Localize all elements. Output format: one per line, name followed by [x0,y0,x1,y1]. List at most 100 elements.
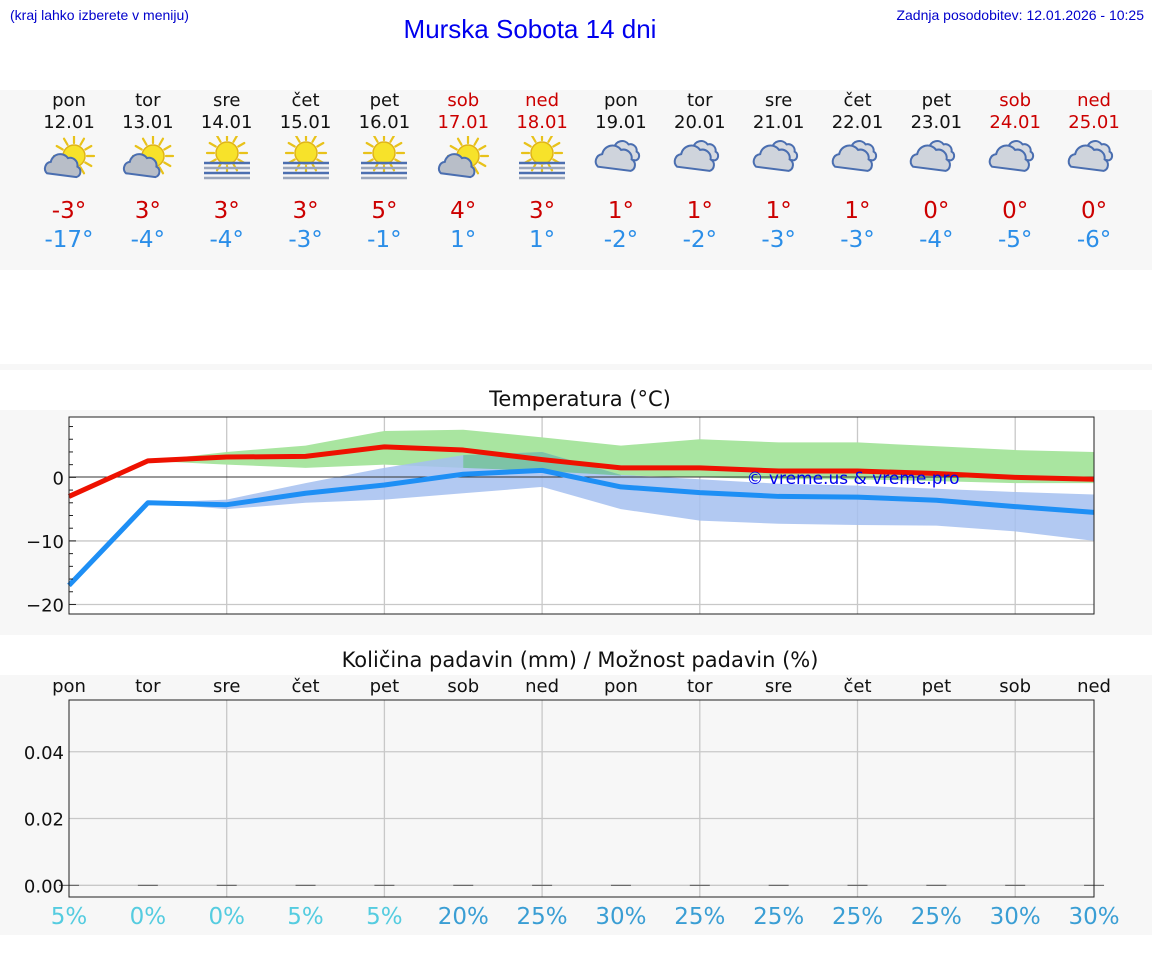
sun-fog-icon [361,136,408,180]
day-min-temp: -6° [1076,227,1112,253]
day-min-temp: -3° [288,227,323,253]
day-date: 14.01 [200,112,253,133]
precipitation-bar [216,884,237,886]
precipitation-chance: 25% [910,904,962,930]
divider [0,364,1152,370]
temperature-chart-title: Temperatura (°C) [489,387,671,411]
min-range-band [147,451,1095,541]
forecast-strip [0,90,1152,270]
day-date: 13.01 [122,112,174,133]
precipitation-day-label: sob [999,676,1032,697]
precipitation-chance: 30% [595,904,647,930]
precipitation-day-label: sre [212,676,241,697]
cloud-icon [673,140,719,172]
precipitation-bar [926,884,947,886]
day-name: tor [135,90,161,111]
day-max-temp: 0° [923,198,950,224]
day-date: 19.01 [595,112,647,133]
precipitation-chance: 30% [1068,904,1120,930]
precipitation-day-label: ned [525,676,560,697]
cloud-icon [910,140,956,172]
precipitation-chance: 20% [437,904,489,930]
precipitation-plot-frame [68,699,1095,898]
day-name: sre [764,90,793,111]
overlap-band [463,451,621,476]
day-date: 23.01 [910,112,963,133]
copyright-annotation: © vreme.us & vreme.pro [746,469,959,489]
sun-cloud-icon [44,136,96,179]
precipitation-bar [453,884,474,886]
temperature-tick-label: −20 [26,595,64,616]
day-date: 16.01 [358,112,411,133]
precipitation-day-label: čet [291,676,320,697]
day-min-temp: -4° [919,227,954,253]
day-max-temp: 4° [450,198,477,224]
day-min-temp: -3° [761,227,796,253]
sun-fog-icon [519,136,566,180]
day-name: tor [687,90,713,111]
day-min-temp: -1° [367,227,402,253]
temperature-tick-label: 0 [53,468,64,489]
day-min-temp: -5° [997,227,1033,253]
day-max-temp: 1° [844,198,871,224]
day-date: 22.01 [831,112,884,133]
precipitation-chart-title: Količina padavin (mm) / Možnost padavin … [341,648,819,672]
day-max-temp: 0° [1080,198,1108,224]
precipitation-day-label: sob [447,676,480,697]
precipitation-chance: 5% [366,904,403,930]
last-updated: Zadnja posodobitev: 12.01.2026 - 10:25 [896,7,1144,23]
precipitation-bar [1005,884,1026,886]
day-date: 20.01 [674,112,726,133]
day-max-temp: 5° [371,198,398,224]
precipitation-bar [768,884,789,886]
precipitation-bar [847,884,868,886]
precipitation-day-label: tor [135,676,161,697]
precipitation-chance: 25% [753,904,805,930]
precipitation-chance: 5% [50,904,88,930]
temperature-chart: © vreme.us & vreme.pro 0 −10 −20 [26,416,1095,616]
day-max-temp: 3° [529,198,556,224]
precipitation-tick-label: 0.00 [24,876,64,897]
max-temperature-line [67,444,1095,499]
day-name: čet [843,90,872,111]
precipitation-bar [610,884,631,886]
day-min-temp: -2° [603,227,639,253]
precipitation-chance: 25% [674,904,726,930]
precipitation-bar [374,884,395,886]
day-date: 15.01 [279,112,332,133]
precipitation-chance: 5% [287,904,324,930]
day-name: čet [291,90,320,111]
precipitation-day-label: čet [843,676,872,697]
day-date: 24.01 [989,112,1041,133]
sun-cloud-icon [438,136,490,179]
day-max-temp: 1° [765,198,792,224]
temperature-tick-label: −10 [26,532,64,553]
day-min-temp: -4° [130,227,166,253]
day-date: 18.01 [516,112,568,133]
precipitation-day-label: pet [369,676,400,697]
day-date: 21.01 [752,112,805,133]
precipitation-day-label: pon [52,676,86,697]
day-date: 17.01 [437,112,490,133]
sun-fog-icon [282,136,329,180]
precipitation-chance: 30% [989,904,1041,930]
precipitation-chart: 0.00 0.02 0.04 [24,699,1105,898]
precipitation-tick-label: 0.02 [24,810,64,831]
precipitation-tick-label: 0.04 [24,743,64,764]
day-name: pet [921,90,952,111]
day-date: 12.01 [43,112,95,133]
day-max-temp: 3° [292,198,319,224]
day-name: pet [369,90,400,111]
day-min-temp: -2° [682,227,718,253]
precipitation-day-label: tor [687,676,713,697]
precipitation-bar [295,884,316,886]
day-name: pon [604,90,638,111]
min-temperature-line [67,467,1095,588]
precipitation-day-label: pon [604,676,638,697]
day-max-temp: -3° [51,198,87,224]
precipitation-chance: 25% [831,904,884,930]
precipitation-chance: 0% [208,904,245,930]
day-name: pon [52,90,86,111]
day-min-temp: -4° [209,227,244,253]
day-max-temp: 3° [134,198,161,224]
